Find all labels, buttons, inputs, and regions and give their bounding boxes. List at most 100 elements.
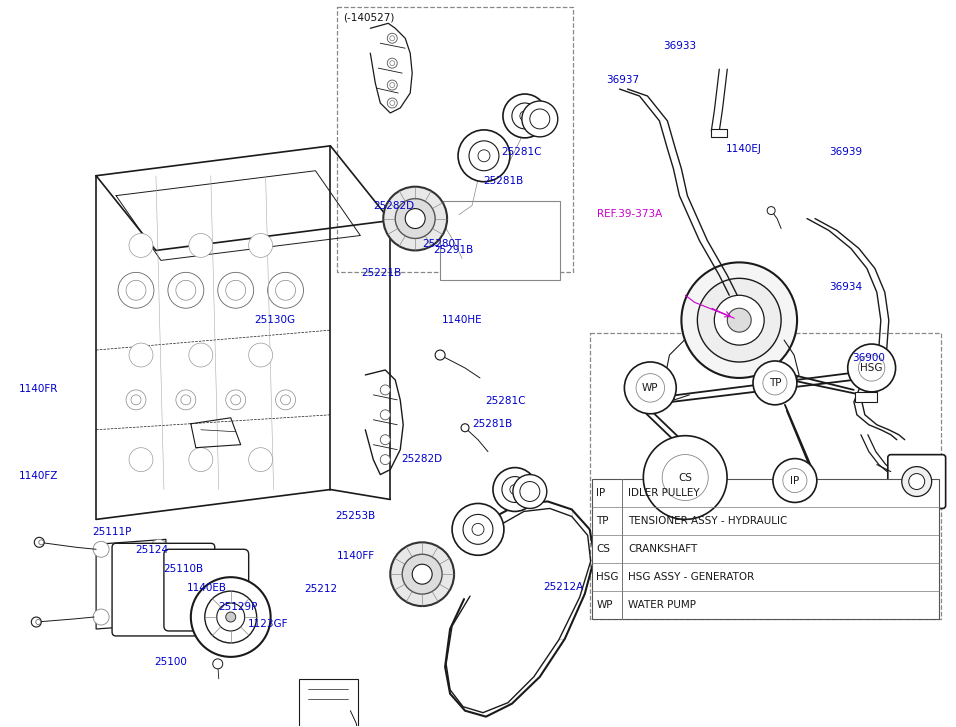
Circle shape <box>435 350 445 360</box>
Bar <box>593 479 940 619</box>
Text: 25281C: 25281C <box>501 147 541 157</box>
Circle shape <box>728 308 751 332</box>
Circle shape <box>390 542 454 606</box>
Circle shape <box>129 233 153 257</box>
Circle shape <box>472 523 484 535</box>
Bar <box>711 129 728 137</box>
Text: HSG ASSY - GENERATOR: HSG ASSY - GENERATOR <box>628 572 754 582</box>
Text: 25110B: 25110B <box>163 564 204 574</box>
Circle shape <box>478 150 490 162</box>
Circle shape <box>380 435 390 445</box>
Text: TP: TP <box>597 516 609 526</box>
Circle shape <box>191 577 271 657</box>
Circle shape <box>767 206 775 214</box>
Circle shape <box>502 477 528 502</box>
Circle shape <box>714 295 764 345</box>
Circle shape <box>249 233 272 257</box>
Circle shape <box>39 540 44 545</box>
Circle shape <box>129 448 153 472</box>
Text: 36939: 36939 <box>829 147 862 157</box>
Text: 25111P: 25111P <box>92 526 131 537</box>
Text: 1140EJ: 1140EJ <box>726 144 762 154</box>
Text: HSG: HSG <box>597 572 619 582</box>
Circle shape <box>909 473 924 489</box>
Text: 36900: 36900 <box>853 353 885 363</box>
Circle shape <box>168 273 204 308</box>
Circle shape <box>205 591 256 643</box>
Circle shape <box>402 554 442 594</box>
Circle shape <box>461 424 469 432</box>
Text: HSG: HSG <box>860 363 883 373</box>
Circle shape <box>697 278 781 362</box>
Bar <box>855 392 877 402</box>
Circle shape <box>380 385 390 395</box>
Text: CS: CS <box>597 544 611 554</box>
Bar <box>591 333 942 619</box>
Text: 36933: 36933 <box>663 41 696 52</box>
Text: WP: WP <box>642 383 659 393</box>
Text: 25253B: 25253B <box>335 510 376 521</box>
Circle shape <box>753 361 797 405</box>
Circle shape <box>217 603 245 631</box>
Bar <box>337 7 574 271</box>
Circle shape <box>34 537 44 547</box>
Text: 1140EB: 1140EB <box>187 583 228 593</box>
Text: 25281C: 25281C <box>486 396 526 406</box>
Circle shape <box>151 539 167 555</box>
Text: 25291B: 25291B <box>433 245 473 254</box>
Circle shape <box>412 564 432 585</box>
Text: 25282D: 25282D <box>373 201 414 211</box>
Circle shape <box>249 343 272 367</box>
Circle shape <box>189 343 213 367</box>
Text: 1140FR: 1140FR <box>18 384 58 394</box>
Circle shape <box>93 542 109 558</box>
Circle shape <box>129 343 153 367</box>
FancyBboxPatch shape <box>163 550 249 631</box>
Circle shape <box>530 109 550 129</box>
Circle shape <box>463 515 493 545</box>
Circle shape <box>387 80 398 90</box>
Circle shape <box>275 390 295 410</box>
Circle shape <box>405 209 425 228</box>
Text: 25129P: 25129P <box>219 602 258 612</box>
Circle shape <box>387 33 398 43</box>
Circle shape <box>226 281 246 300</box>
Circle shape <box>624 362 676 414</box>
Circle shape <box>513 475 547 508</box>
Circle shape <box>773 459 816 502</box>
Circle shape <box>902 467 932 497</box>
Text: 36937: 36937 <box>606 75 639 84</box>
Circle shape <box>395 198 435 238</box>
Text: CS: CS <box>678 473 692 483</box>
Circle shape <box>213 659 223 669</box>
FancyBboxPatch shape <box>888 454 945 508</box>
Text: WP: WP <box>597 600 613 610</box>
Circle shape <box>848 344 896 392</box>
Circle shape <box>390 60 395 65</box>
Circle shape <box>189 233 213 257</box>
Text: REF.39-373A: REF.39-373A <box>598 209 663 220</box>
Text: 25280T: 25280T <box>423 239 462 249</box>
Circle shape <box>118 273 154 308</box>
Text: TP: TP <box>769 378 781 388</box>
Text: 25281B: 25281B <box>472 419 512 430</box>
Circle shape <box>131 395 141 405</box>
Circle shape <box>511 103 538 129</box>
Text: IP: IP <box>791 475 799 486</box>
Circle shape <box>858 355 885 381</box>
Circle shape <box>218 273 253 308</box>
Circle shape <box>663 454 708 501</box>
Text: WATER PUMP: WATER PUMP <box>628 600 696 610</box>
Text: 36934: 36934 <box>829 282 862 292</box>
Circle shape <box>176 281 196 300</box>
Circle shape <box>522 101 557 137</box>
Circle shape <box>176 390 196 410</box>
Circle shape <box>469 141 499 171</box>
FancyBboxPatch shape <box>112 543 215 636</box>
Text: 25282D: 25282D <box>402 454 443 464</box>
Circle shape <box>452 504 504 555</box>
Circle shape <box>189 448 213 472</box>
Text: IDLER PULLEY: IDLER PULLEY <box>628 488 700 498</box>
Bar <box>298 679 358 727</box>
Circle shape <box>35 619 41 624</box>
